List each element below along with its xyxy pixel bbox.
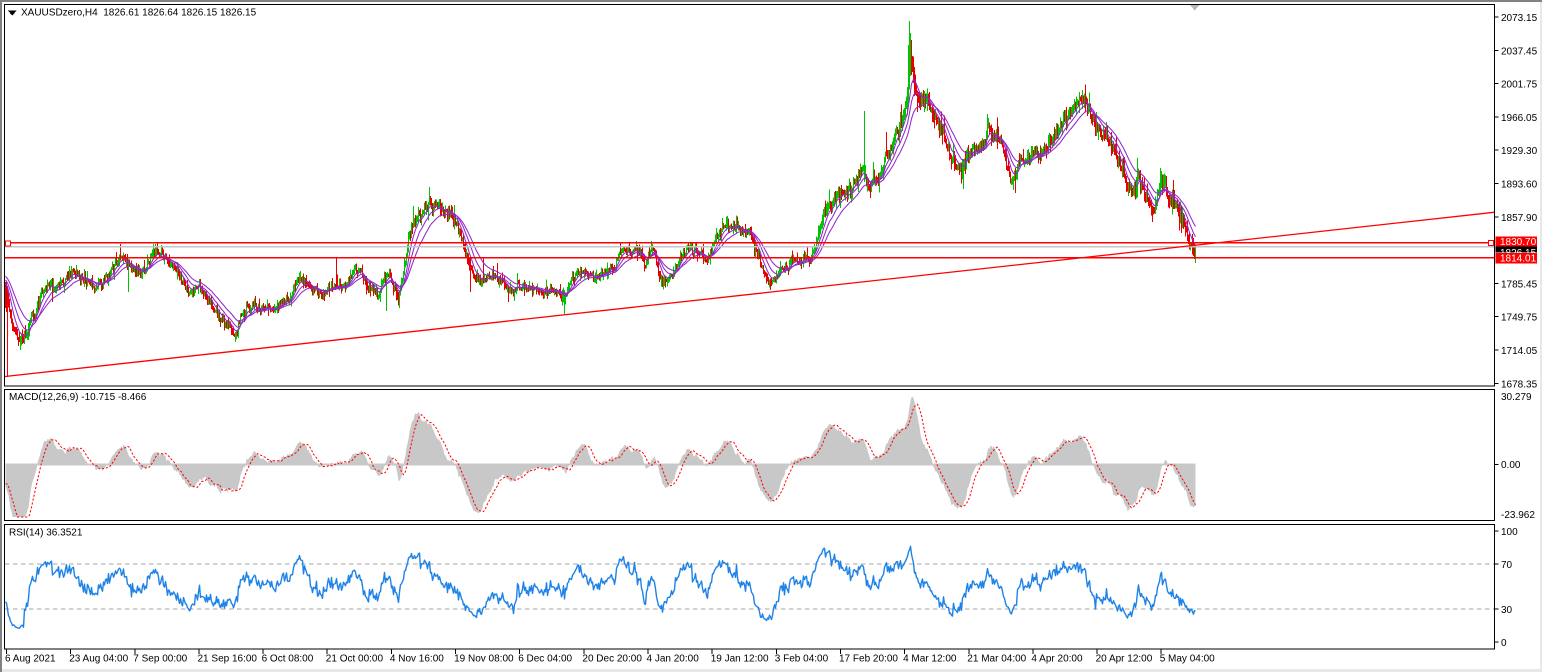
svg-text:2073.15: 2073.15	[1501, 13, 1538, 24]
svg-text:6 Aug 2021: 6 Aug 2021	[5, 654, 56, 665]
svg-text:20 Dec 20:00: 20 Dec 20:00	[582, 654, 642, 665]
svg-text:0.00: 0.00	[1501, 460, 1521, 471]
svg-text:4 Apr 20:00: 4 Apr 20:00	[1031, 654, 1083, 665]
svg-text:1893.60: 1893.60	[1501, 180, 1538, 191]
svg-text:70: 70	[1501, 560, 1513, 571]
svg-text:100: 100	[1501, 527, 1518, 538]
svg-text:2037.45: 2037.45	[1501, 46, 1538, 57]
svg-text:20 Apr 12:00: 20 Apr 12:00	[1096, 654, 1153, 665]
svg-text:1830.70: 1830.70	[1500, 237, 1537, 248]
svg-text:1785.45: 1785.45	[1501, 279, 1538, 290]
svg-text:1714.05: 1714.05	[1501, 346, 1538, 357]
svg-text:6 Oct 08:00: 6 Oct 08:00	[262, 654, 314, 665]
svg-text:MACD(12,26,9) -10.715 -8.466: MACD(12,26,9) -10.715 -8.466	[9, 392, 147, 403]
svg-text:2001.75: 2001.75	[1501, 80, 1538, 91]
svg-text:0: 0	[1501, 638, 1507, 649]
svg-text:6 Dec 04:00: 6 Dec 04:00	[518, 654, 572, 665]
svg-text:23 Aug 04:00: 23 Aug 04:00	[69, 654, 128, 665]
svg-text:1929.30: 1929.30	[1501, 146, 1538, 157]
svg-text:-23.962: -23.962	[1501, 510, 1535, 521]
svg-text:5 May 04:00: 5 May 04:00	[1160, 654, 1215, 665]
svg-text:1678.35: 1678.35	[1501, 379, 1538, 390]
svg-text:1814.01: 1814.01	[1500, 254, 1537, 265]
svg-text:17 Feb 20:00: 17 Feb 20:00	[839, 654, 898, 665]
svg-text:RSI(14) 36.3521: RSI(14) 36.3521	[9, 528, 83, 539]
svg-text:19 Nov 08:00: 19 Nov 08:00	[454, 654, 514, 665]
svg-text:XAUUSDzero,H4 1826.61 1826.64: XAUUSDzero,H4 1826.61 1826.64 1826.15 18…	[21, 8, 257, 19]
svg-text:4 Mar 12:00: 4 Mar 12:00	[903, 654, 957, 665]
svg-text:21 Sep 16:00: 21 Sep 16:00	[198, 654, 258, 665]
svg-text:19 Jan 12:00: 19 Jan 12:00	[711, 654, 769, 665]
svg-text:1826.15: 1826.15	[1500, 248, 1537, 259]
svg-text:4 Jan 20:00: 4 Jan 20:00	[647, 654, 700, 665]
svg-text:30.279: 30.279	[1501, 392, 1532, 403]
svg-text:30: 30	[1501, 605, 1513, 616]
svg-text:21 Mar 04:00: 21 Mar 04:00	[967, 654, 1026, 665]
svg-text:1749.75: 1749.75	[1501, 313, 1538, 324]
svg-text:1966.05: 1966.05	[1501, 113, 1538, 124]
svg-text:7 Sep 00:00: 7 Sep 00:00	[133, 654, 187, 665]
svg-text:4 Nov 16:00: 4 Nov 16:00	[390, 654, 444, 665]
svg-text:3 Feb 04:00: 3 Feb 04:00	[775, 654, 829, 665]
svg-text:21 Oct 00:00: 21 Oct 00:00	[326, 654, 384, 665]
svg-text:1857.90: 1857.90	[1501, 213, 1538, 224]
